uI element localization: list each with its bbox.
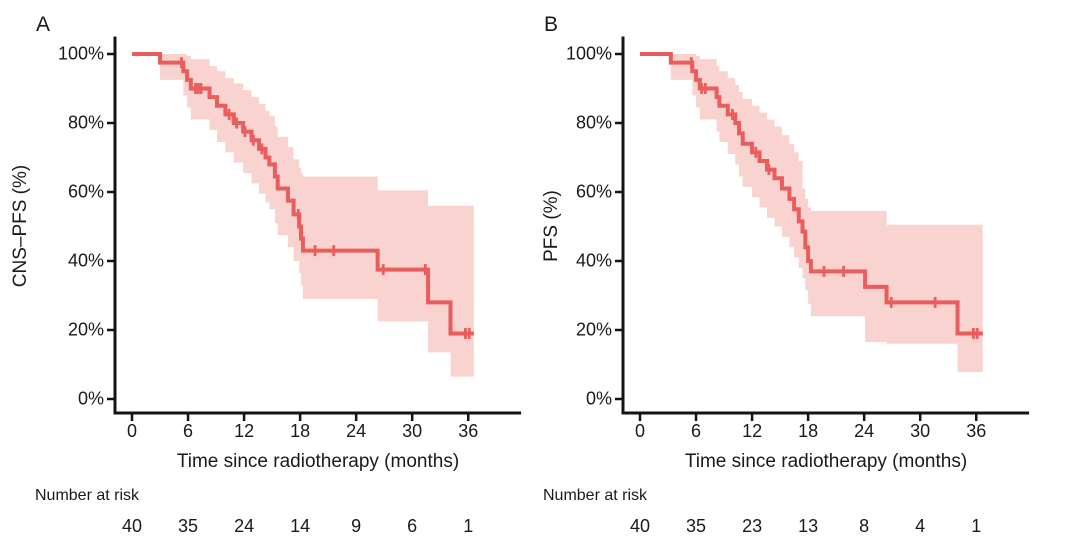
at-risk-value: 8: [859, 516, 870, 536]
at-risk-value: 1: [971, 516, 982, 536]
at-risk-value: 1: [463, 516, 474, 536]
at-risk-value: 9: [351, 516, 362, 536]
y-tick-label: 0%: [585, 388, 612, 409]
panel-a-number-at-risk-label: Number at risk: [35, 487, 140, 504]
y-tick-label: 40%: [67, 250, 104, 271]
panel-a-x-axis-title: Time since radiotherapy (months): [176, 451, 460, 472]
at-risk-value: 35: [178, 516, 199, 536]
panel-b-label: B: [544, 13, 559, 36]
y-tick-label: 60%: [67, 181, 104, 202]
panel-b-y-axis-title: PFS (%): [541, 190, 562, 262]
x-tick-label: 36: [458, 421, 479, 441]
confidence-band: [670, 54, 983, 373]
at-risk-value: 14: [290, 516, 311, 536]
axis-spines: [113, 36, 522, 415]
x-tick-label: 36: [966, 421, 987, 441]
panel-a-y-axis-title: CNS–PFS (%): [10, 164, 31, 288]
x-tick-label: 6: [691, 421, 702, 441]
at-risk-value: 13: [798, 516, 819, 536]
at-risk-value: 35: [686, 516, 707, 536]
x-tick-label: 18: [290, 421, 311, 441]
at-risk-value: 24: [234, 516, 255, 536]
x-tick-label: 12: [742, 421, 763, 441]
at-risk-value: 23: [742, 516, 763, 536]
x-tick-label: 18: [798, 421, 819, 441]
x-tick-label: 0: [126, 421, 138, 441]
at-risk-value: 40: [121, 516, 143, 536]
x-tick-label: 12: [234, 421, 255, 441]
axis-spines: [621, 36, 1030, 415]
survival-curve: [640, 52, 983, 336]
x-tick-label: 0: [634, 421, 646, 441]
y-tick-label: 100%: [57, 43, 104, 64]
x-tick-label: 30: [910, 421, 931, 441]
panel-b-x-axis-title: Time since radiotherapy (months): [684, 451, 968, 472]
y-tick-label: 20%: [575, 319, 612, 340]
y-tick-label: 20%: [67, 319, 104, 340]
at-risk-value: 40: [629, 516, 651, 536]
y-tick-label: 0%: [77, 388, 104, 409]
confidence-band: [160, 54, 474, 377]
panel-a-label: A: [36, 13, 51, 36]
x-tick-label: 24: [346, 421, 367, 441]
y-tick-label: 40%: [575, 250, 612, 271]
y-tick-label: 80%: [575, 112, 612, 133]
x-tick-label: 24: [854, 421, 875, 441]
x-tick-label: 6: [183, 421, 194, 441]
panel-b-number-at-risk-label: Number at risk: [543, 487, 648, 504]
y-tick-label: 100%: [565, 43, 612, 64]
at-risk-value: 4: [915, 516, 926, 536]
y-tick-label: 80%: [67, 112, 104, 133]
y-tick-label: 60%: [575, 181, 612, 202]
survival-curve: [132, 52, 474, 336]
at-risk-value: 6: [407, 516, 418, 536]
panel-a-plot: [107, 36, 522, 421]
panel-b-plot: [615, 36, 1030, 421]
x-tick-label: 30: [402, 421, 423, 441]
